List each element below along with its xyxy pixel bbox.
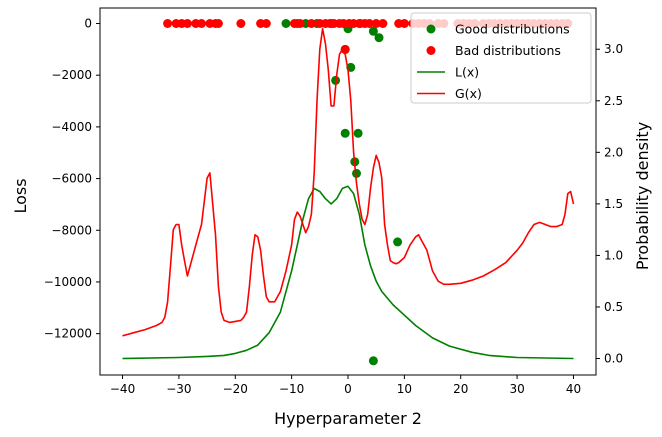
data-point: [353, 128, 363, 138]
legend-item: Bad distributions: [426, 43, 561, 58]
legend-label: Good distributions: [455, 22, 570, 37]
data-point: [340, 128, 350, 138]
data-point: [368, 26, 378, 36]
legend: Good distributions Bad distributions L(x) G…: [410, 12, 592, 104]
y2-axis-label: Probability density: [633, 122, 652, 270]
y2-tick-label: 0.0: [604, 352, 623, 366]
x-axis-label: Hyperparameter 2: [274, 409, 422, 428]
x-tick-label: −10: [279, 382, 304, 396]
data-point: [393, 237, 403, 247]
data-point: [236, 19, 246, 28]
data-point: [261, 19, 271, 28]
legend-label: L(x): [455, 65, 479, 80]
series-2: [122, 185, 574, 360]
y-tick-label: −8000: [51, 223, 92, 237]
data-point: [378, 19, 388, 28]
data-point: [182, 19, 192, 28]
y2-tick-label: 3.0: [604, 42, 623, 56]
data-point: [197, 19, 206, 28]
y-axis-left: 0 −2000 −4000 −6000 −8000 −10000 −12000: [44, 17, 100, 341]
data-point: [374, 33, 384, 43]
y-tick-label: −6000: [51, 172, 92, 186]
legend-item: L(x): [417, 65, 479, 80]
series-3: [122, 27, 575, 337]
y2-tick-label: 2.5: [604, 94, 623, 108]
legend-label: G(x): [455, 86, 482, 101]
legend-item: G(x): [417, 86, 482, 101]
y-tick-label: 0: [84, 17, 92, 31]
x-tick-label: 30: [509, 382, 524, 396]
y-tick-label: −12000: [44, 327, 92, 341]
data-point: [213, 19, 223, 28]
x-tick-label: −40: [110, 382, 135, 396]
legend-label: Bad distributions: [455, 43, 561, 58]
series-line: [122, 27, 575, 337]
y-axis-right: 0.0 0.5 1.0 1.5 2.0 2.5 3.0: [596, 42, 623, 366]
data-point: [368, 356, 378, 366]
legend-marker-swatch: [426, 24, 436, 34]
x-axis: −40 −30 −20 −10 0 10 20 30 40: [110, 375, 581, 396]
y2-tick-label: 1.0: [604, 248, 623, 262]
y-tick-label: −2000: [51, 68, 92, 82]
x-tick-label: 20: [453, 382, 468, 396]
y2-tick-label: 2.0: [604, 145, 623, 159]
series-line: [122, 185, 574, 360]
data-point: [352, 168, 361, 178]
data-point: [349, 19, 359, 28]
data-point: [306, 19, 316, 28]
legend-box: [410, 12, 592, 104]
legend-marker-swatch: [426, 46, 436, 55]
y-axis-label: Loss: [11, 178, 30, 213]
x-tick-label: 0: [344, 382, 352, 396]
data-point: [399, 19, 409, 28]
y-tick-label: −10000: [44, 275, 92, 289]
x-tick-label: −30: [166, 382, 191, 396]
data-point: [371, 19, 381, 28]
y2-tick-label: 1.5: [604, 197, 623, 211]
x-tick-label: −20: [223, 382, 248, 396]
series-0: [281, 19, 403, 366]
data-point: [295, 19, 305, 28]
legend-item: Good distributions: [426, 22, 570, 37]
data-point: [281, 19, 291, 28]
data-point: [364, 19, 374, 28]
x-tick-label: 40: [566, 382, 581, 396]
y-tick-label: −4000: [51, 120, 92, 134]
x-tick-label: 10: [397, 382, 412, 396]
data-point: [163, 19, 173, 28]
y2-tick-label: 0.5: [604, 300, 623, 314]
